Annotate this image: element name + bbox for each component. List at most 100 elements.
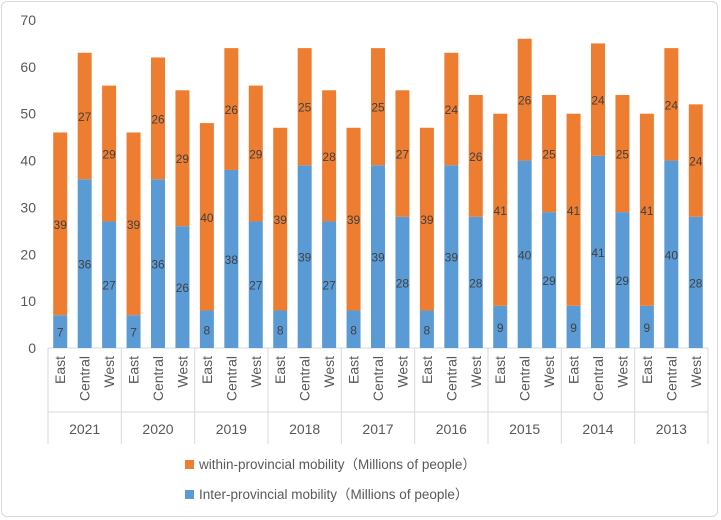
y-tick-label: 20	[20, 246, 36, 262]
data-label: 39	[347, 213, 361, 227]
category-label: West	[394, 356, 410, 388]
inter-provincial-bar	[53, 315, 68, 348]
data-label: 25	[298, 101, 312, 115]
category-label: West	[688, 356, 704, 388]
data-label: 38	[225, 253, 239, 267]
category-label: Central	[77, 356, 93, 401]
inter-provincial-bar	[126, 315, 141, 348]
data-label: 27	[249, 279, 263, 293]
data-label: 25	[616, 148, 630, 162]
data-label: 8	[350, 323, 357, 337]
data-label: 39	[274, 213, 288, 227]
inter-provincial-bar	[273, 310, 288, 348]
within-provincial-bar	[346, 127, 361, 311]
inter-provincial-bar	[566, 305, 581, 348]
inter-provincial-bar	[371, 165, 385, 348]
data-label: 25	[542, 148, 556, 162]
inter-provincial-bar	[248, 221, 263, 348]
group-label: 2013	[656, 421, 687, 437]
category-label: West	[101, 356, 117, 388]
group-label: 2018	[289, 421, 320, 437]
category-label: East	[492, 356, 508, 384]
data-label: 40	[200, 211, 214, 225]
data-label: 26	[469, 150, 483, 164]
data-label: 29	[616, 274, 630, 288]
category-label: East	[566, 356, 582, 384]
category-label: West	[248, 356, 264, 388]
y-tick-label: 30	[20, 199, 36, 215]
data-label: 24	[665, 98, 679, 112]
data-label: 9	[644, 321, 651, 335]
data-label: 26	[225, 103, 239, 117]
data-label: 36	[78, 258, 92, 272]
category-label: West	[541, 356, 557, 388]
group-label: 2021	[69, 421, 100, 437]
category-label: West	[321, 356, 337, 388]
data-label: 25	[371, 101, 385, 115]
category-label: West	[174, 356, 190, 388]
within-provincial-bar	[151, 57, 165, 180]
data-label: 27	[322, 279, 336, 293]
data-label: 41	[567, 204, 581, 218]
within-provincial-bar	[591, 43, 605, 156]
within-provincial-bar	[688, 104, 703, 217]
inter-provincial-bar	[102, 221, 117, 348]
data-label: 39	[127, 218, 141, 232]
inter-provincial-bar	[224, 169, 239, 348]
y-tick-label: 0	[28, 340, 36, 356]
category-label: East	[126, 356, 142, 384]
within-provincial-bar	[371, 48, 385, 166]
category-label: Central	[223, 356, 239, 401]
y-tick-label: 60	[20, 59, 36, 75]
inter-provincial-bar	[639, 305, 654, 348]
data-label: 40	[518, 248, 532, 262]
data-label: 39	[420, 213, 434, 227]
data-label: 27	[78, 110, 92, 124]
within-provincial-bar	[517, 38, 532, 161]
category-label: West	[614, 356, 630, 388]
data-label: 29	[176, 152, 190, 166]
inter-provincial-bar	[542, 212, 557, 348]
category-label: West	[468, 356, 484, 388]
within-provincial-bar	[542, 94, 557, 213]
group-label: 2014	[582, 421, 613, 437]
data-label: 27	[396, 148, 410, 162]
inter-provincial-bar	[175, 226, 190, 348]
within-provincial-bar	[322, 90, 337, 222]
data-label: 39	[298, 251, 312, 265]
y-tick-label: 10	[20, 293, 36, 309]
category-label: East	[199, 356, 215, 384]
category-label: Central	[663, 356, 679, 401]
inter-provincial-bar	[615, 212, 630, 348]
category-label: Central	[150, 356, 166, 401]
inter-provincial-bar	[688, 216, 703, 348]
within-provincial-bar	[297, 48, 312, 166]
data-label: 28	[396, 276, 410, 290]
within-provincial-bar	[102, 85, 117, 222]
data-label: 7	[130, 326, 137, 340]
inter-provincial-bar	[468, 216, 483, 348]
within-provincial-bar	[273, 127, 288, 311]
category-label: East	[52, 356, 68, 384]
inter-provincial-bar	[664, 160, 679, 348]
within-provincial-bar	[664, 48, 679, 161]
legend-swatch	[185, 490, 194, 499]
legend-label: Inter-provincial mobility（Millions of pe…	[199, 487, 468, 502]
data-label: 39	[371, 251, 385, 265]
data-label: 41	[591, 246, 605, 260]
group-label: 2017	[362, 421, 393, 437]
data-label: 36	[151, 258, 165, 272]
within-provincial-bar	[248, 85, 263, 222]
data-label: 9	[570, 321, 577, 335]
data-label: 8	[424, 323, 431, 337]
data-label: 26	[151, 112, 165, 126]
legend-label: within-provincial mobility（Millions of p…	[198, 457, 476, 472]
y-tick-label: 40	[20, 153, 36, 169]
within-provincial-bar	[53, 132, 68, 316]
inter-provincial-bar	[395, 216, 410, 348]
group-label: 2020	[142, 421, 173, 437]
inter-provincial-bar	[199, 310, 214, 348]
category-label: Central	[443, 356, 459, 401]
